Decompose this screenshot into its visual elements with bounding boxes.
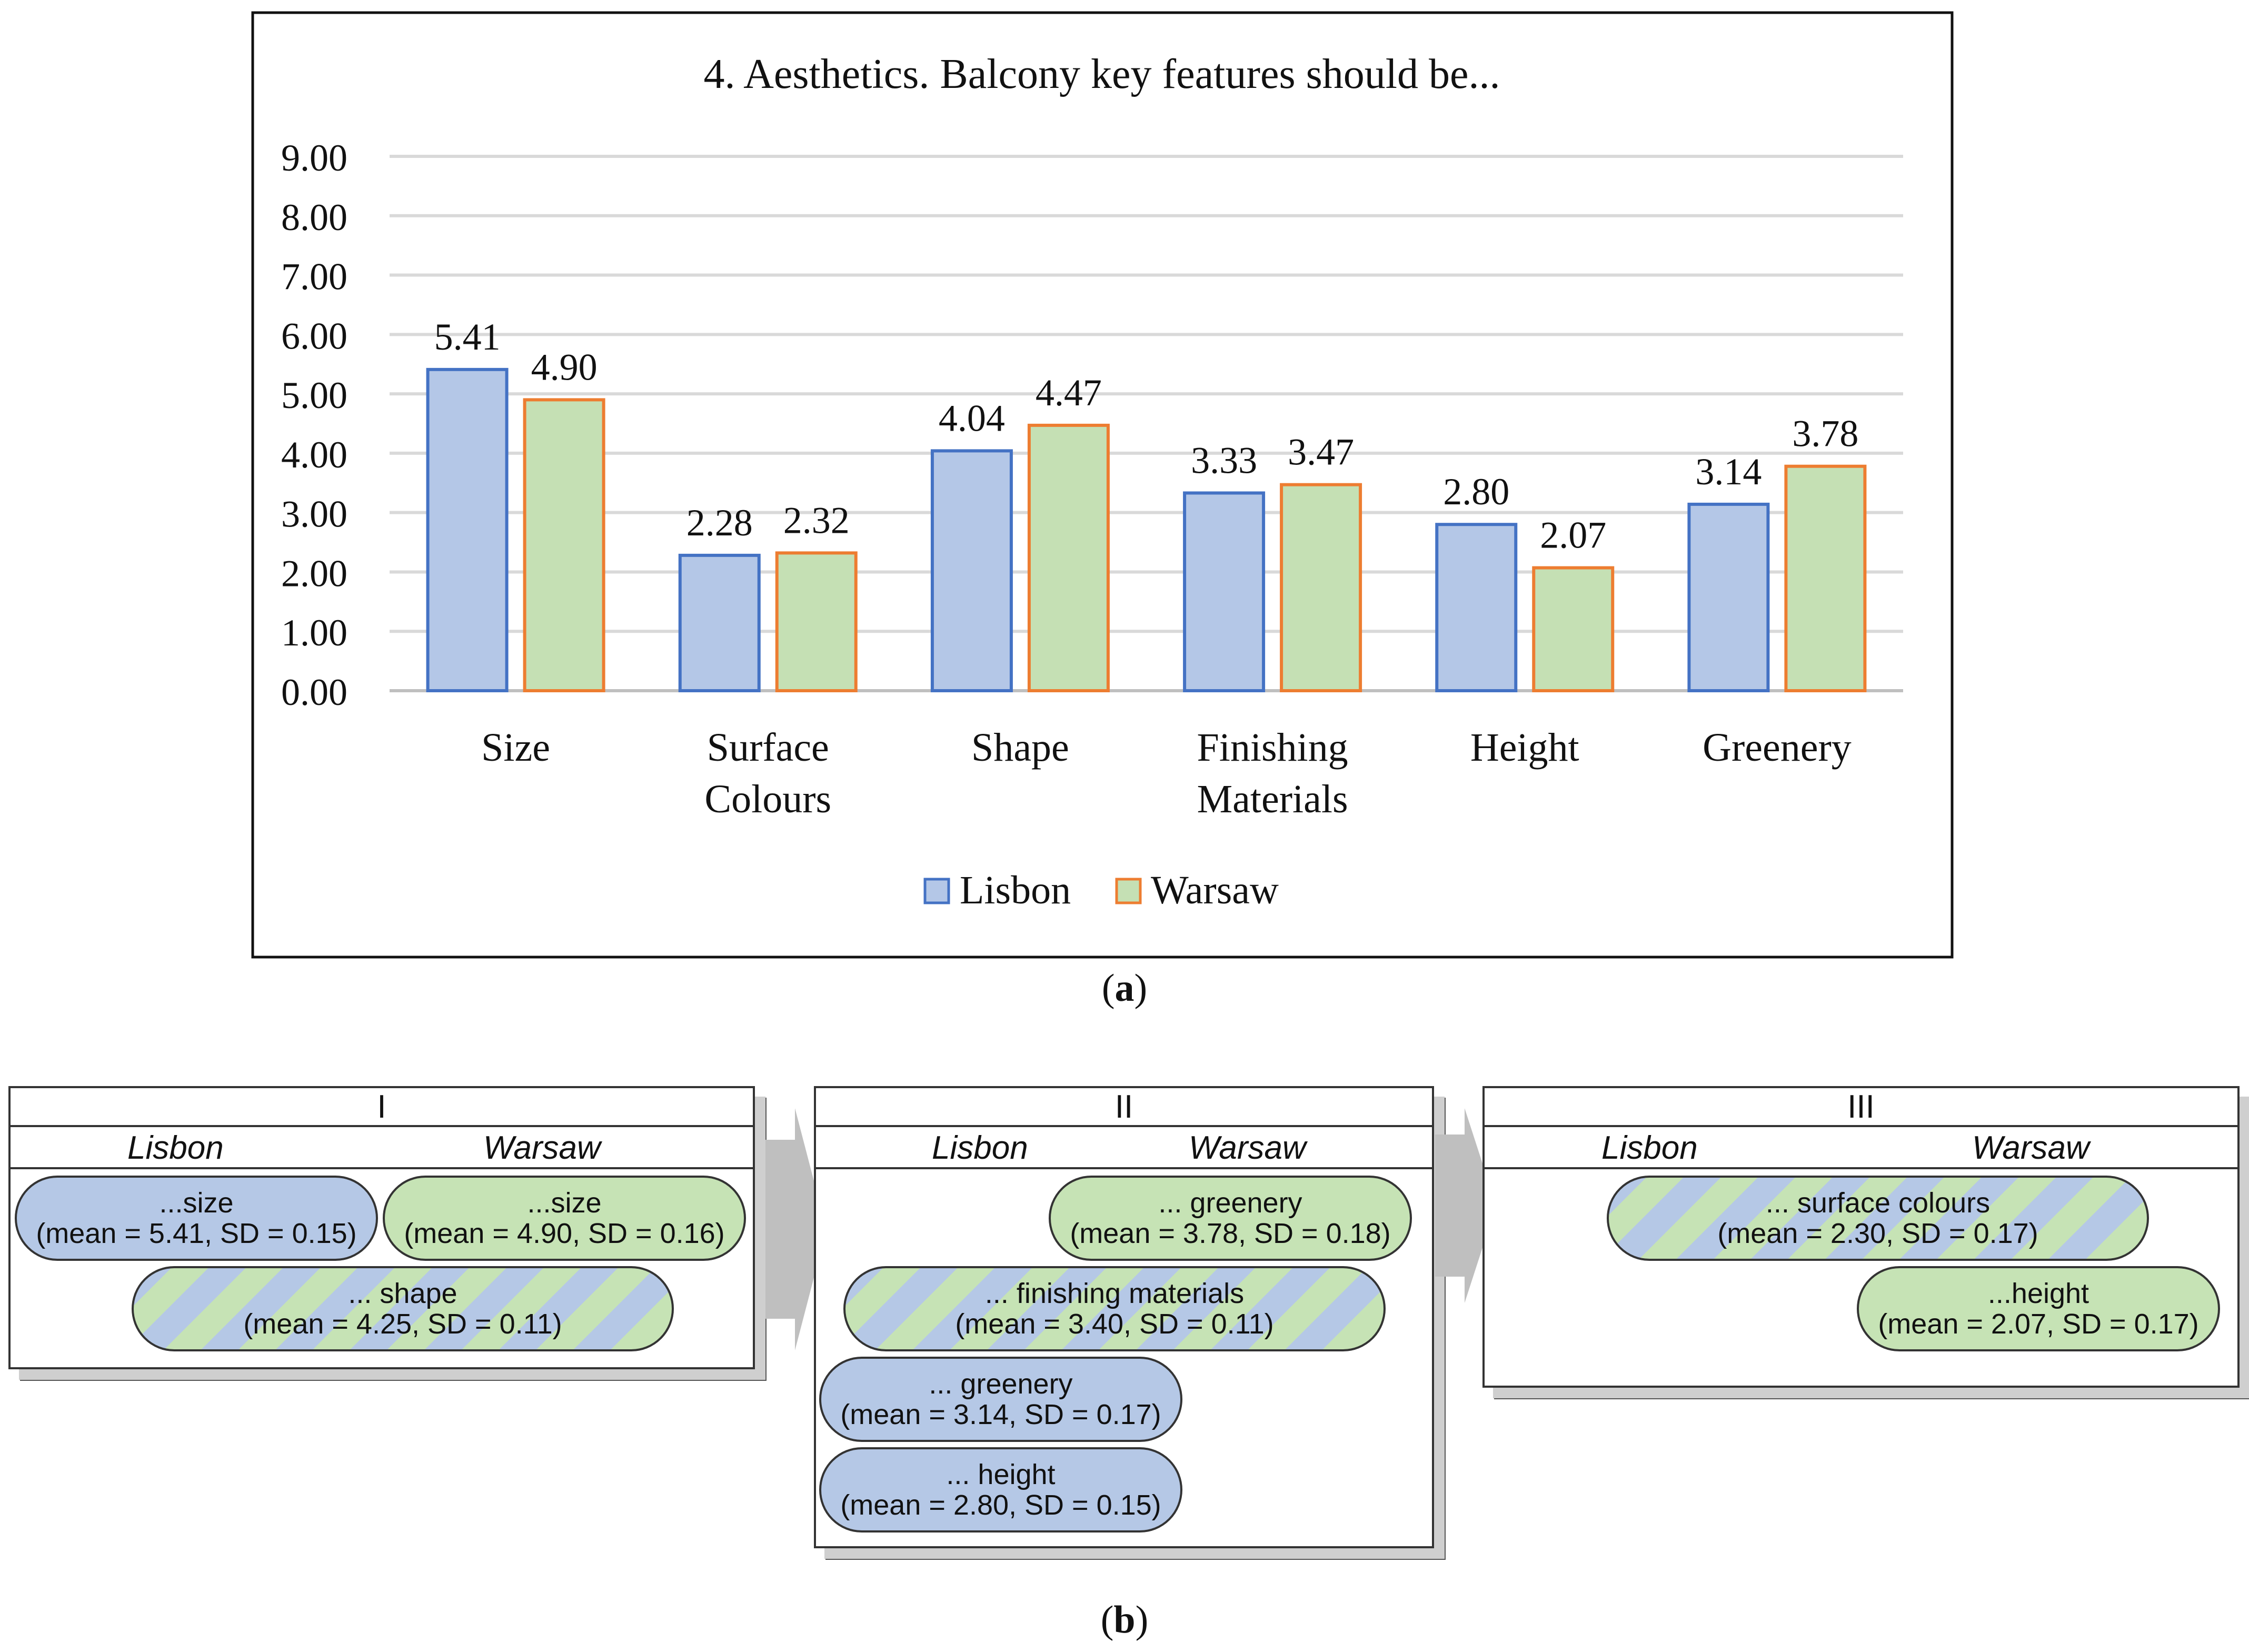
y-tick-label: 4.00 xyxy=(281,434,347,476)
panel-III-col-lisbon: Lisbon xyxy=(1601,1130,1698,1166)
data-label: 2.07 xyxy=(1540,514,1606,556)
panel-I-col-lisbon: Lisbon xyxy=(127,1130,224,1166)
item-line1: ...size xyxy=(159,1187,234,1219)
item-line2: (mean = 2.07, SD = 0.17) xyxy=(1878,1308,2199,1340)
y-tick-label: 8.00 xyxy=(281,196,347,238)
item-line1: ... height xyxy=(946,1459,1056,1490)
item-line2: (mean = 5.41, SD = 0.15) xyxy=(36,1218,357,1249)
x-tick-label: Materials xyxy=(1197,777,1348,821)
panel-II-item-both-finishing: ... finishing materials (mean = 3.40, SD… xyxy=(843,1266,1386,1351)
y-tick-label: 3.00 xyxy=(281,493,347,535)
x-tick-label: Height xyxy=(1470,725,1579,770)
panel-II-title: II xyxy=(816,1088,1432,1127)
panel-I-columns: Lisbon Warsaw xyxy=(11,1127,753,1169)
x-tick-label: Finishing xyxy=(1197,725,1348,770)
panel-III-col-warsaw: Warsaw xyxy=(1972,1130,2089,1166)
arrow-right-icon xyxy=(1435,1108,1496,1303)
bar-lisbon xyxy=(1435,523,1518,692)
x-tick-label: Shape xyxy=(971,725,1069,770)
panel-II-col-lisbon: Lisbon xyxy=(932,1130,1028,1166)
caption-a-letter: a xyxy=(1114,967,1135,1010)
item-line1: ... greenery xyxy=(1158,1187,1302,1219)
panel-II-item-lisbon-height: ... height (mean = 2.80, SD = 0.15) xyxy=(819,1447,1182,1532)
panel-II: II Lisbon Warsaw ... greenery (mean = 3.… xyxy=(814,1086,1434,1548)
bar-warsaw xyxy=(775,551,858,693)
panel-II-col-warsaw: Warsaw xyxy=(1189,1130,1306,1166)
panel-III: III Lisbon Warsaw ... surface colours (m… xyxy=(1482,1086,2240,1388)
item-line1: ... shape xyxy=(348,1278,457,1309)
panel-II-item-lisbon-greenery: ... greenery (mean = 3.14, SD = 0.17) xyxy=(819,1357,1182,1442)
data-label: 3.78 xyxy=(1792,413,1858,455)
panel-II-columns: Lisbon Warsaw xyxy=(816,1127,1432,1169)
chart-title: 4. Aesthetics. Balcony key features shou… xyxy=(704,51,1500,97)
item-line1: ... greenery xyxy=(929,1368,1073,1400)
bar-lisbon xyxy=(426,367,509,692)
item-line2: (mean = 2.80, SD = 0.15) xyxy=(840,1489,1161,1521)
legend-swatch-warsaw xyxy=(1115,878,1142,904)
panel-III-columns: Lisbon Warsaw xyxy=(1485,1127,2237,1169)
data-label: 5.41 xyxy=(434,316,501,358)
data-label: 3.47 xyxy=(1288,431,1354,473)
panel-III-item-both-surface: ... surface colours (mean = 2.30, SD = 0… xyxy=(1607,1176,2149,1261)
data-label: 2.28 xyxy=(686,502,753,544)
panel-II-item-warsaw-greenery: ... greenery (mean = 3.78, SD = 0.18) xyxy=(1049,1176,1412,1261)
bar-lisbon xyxy=(1183,491,1266,692)
data-label: 4.90 xyxy=(531,346,598,388)
bar-warsaw xyxy=(1784,464,1867,692)
data-label: 2.80 xyxy=(1443,471,1509,513)
panel-I-title: I xyxy=(11,1088,753,1127)
data-label: 2.32 xyxy=(783,499,850,541)
item-line1: ...height xyxy=(1987,1278,2089,1309)
caption-b: (b) xyxy=(1100,1598,1149,1641)
bar-warsaw xyxy=(1532,566,1615,693)
x-tick-label: Size xyxy=(481,725,550,770)
item-line2: (mean = 3.78, SD = 0.18) xyxy=(1070,1218,1391,1249)
bar-lisbon xyxy=(930,449,1013,693)
legend-label-warsaw: Warsaw xyxy=(1151,868,1279,912)
panel-III-title: III xyxy=(1485,1088,2237,1127)
bar-warsaw xyxy=(1280,483,1362,693)
y-tick-label: 1.00 xyxy=(281,612,347,654)
arrow-right-icon xyxy=(765,1108,827,1350)
panel-I-item-lisbon-size: ...size (mean = 5.41, SD = 0.15) xyxy=(15,1176,378,1261)
item-line2: (mean = 3.14, SD = 0.17) xyxy=(840,1399,1161,1430)
data-label: 3.14 xyxy=(1695,451,1762,493)
item-line2: (mean = 2.30, SD = 0.17) xyxy=(1717,1218,2038,1249)
y-tick-label: 5.00 xyxy=(281,374,347,416)
panel-I-item-both-shape: ... shape (mean = 4.25, SD = 0.11) xyxy=(132,1266,674,1351)
y-tick-label: 6.00 xyxy=(281,315,347,357)
caption-b-letter: b xyxy=(1113,1598,1136,1641)
caption-a: (a) xyxy=(1101,967,1148,1010)
data-label: 3.33 xyxy=(1191,439,1257,481)
item-line1: ... finishing materials xyxy=(984,1278,1245,1309)
item-line2: (mean = 4.90, SD = 0.16) xyxy=(404,1218,725,1249)
item-line1: ...size xyxy=(527,1187,602,1219)
y-tick-label: 9.00 xyxy=(281,137,347,179)
x-tick-label: Surface xyxy=(707,725,829,770)
chart-legend: Lisbon Warsaw xyxy=(923,868,1279,912)
x-tick-label: Colours xyxy=(704,777,831,821)
y-tick-label: 7.00 xyxy=(281,256,347,298)
y-tick-label: 2.00 xyxy=(281,552,347,594)
bar-lisbon xyxy=(678,553,761,693)
x-tick-label: Greenery xyxy=(1703,725,1852,770)
panel-III-item-warsaw-height: ...height (mean = 2.07, SD = 0.17) xyxy=(1857,1266,2220,1351)
panel-I-col-warsaw: Warsaw xyxy=(483,1130,601,1166)
y-tick-label: 0.00 xyxy=(281,671,347,713)
bar-warsaw xyxy=(523,398,605,692)
legend-label-lisbon: Lisbon xyxy=(960,868,1071,912)
item-line2: (mean = 3.40, SD = 0.11) xyxy=(955,1308,1274,1340)
data-label: 4.47 xyxy=(1036,372,1102,414)
data-label: 4.04 xyxy=(939,397,1005,439)
legend-swatch-lisbon xyxy=(923,878,950,904)
item-line2: (mean = 4.25, SD = 0.11) xyxy=(243,1308,562,1340)
panel-I-item-warsaw-size: ...size (mean = 4.90, SD = 0.16) xyxy=(383,1176,746,1261)
panel-I: I Lisbon Warsaw ...size (mean = 5.41, SD… xyxy=(8,1086,755,1369)
bar-lisbon xyxy=(1687,502,1770,693)
bar-warsaw xyxy=(1027,423,1110,693)
item-line1: ... surface colours xyxy=(1765,1187,1991,1219)
